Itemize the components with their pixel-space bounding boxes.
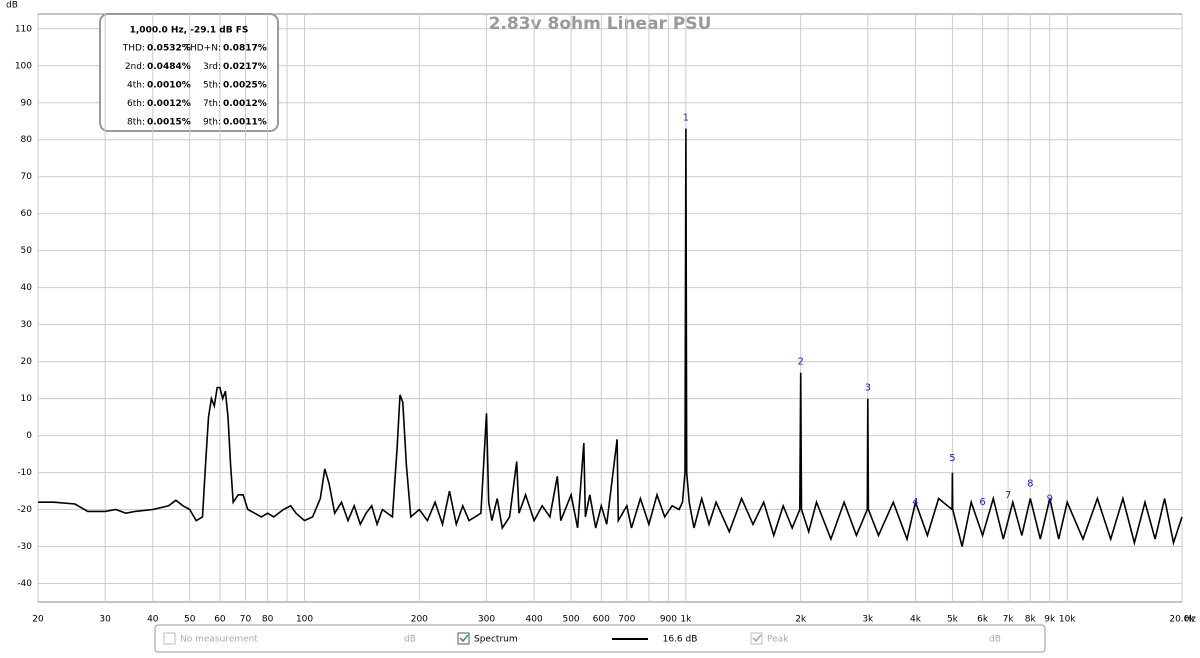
x-tick-label: 60 — [214, 615, 226, 625]
y-tick-label: 0 — [26, 431, 32, 441]
info-value: 0.0015% — [147, 118, 191, 128]
x-tick-label: 50 — [184, 615, 196, 625]
y-tick-label: 10 — [21, 394, 33, 404]
x-tick-label: 30 — [99, 615, 111, 625]
x-tick-label: 7k — [1003, 615, 1015, 625]
y-tick-label: 90 — [21, 98, 33, 108]
harmonic-marker: 9 — [1047, 493, 1053, 504]
y-axis-label: dB — [6, 1, 18, 11]
legend-label: Peak — [767, 635, 789, 645]
info-value: 0.0217% — [223, 62, 267, 72]
info-value: 0.0012% — [223, 99, 267, 109]
info-value: 0.0817% — [223, 44, 267, 54]
info-box — [99, 13, 279, 132]
x-tick-label: 5k — [947, 615, 959, 625]
info-value: 0.0532% — [147, 44, 191, 54]
x-tick-label: 300 — [478, 615, 495, 625]
y-tick-label: 100 — [15, 61, 32, 71]
harmonic-marker: 5 — [949, 453, 955, 464]
harmonic-marker: 3 — [865, 383, 871, 394]
x-tick-label: 200 — [411, 615, 428, 625]
x-tick-label: 100 — [296, 615, 313, 625]
x-tick-label: 20.0k — [1169, 615, 1195, 625]
y-tick-label: 110 — [15, 24, 32, 34]
info-label: THD: — [122, 44, 145, 54]
x-tick-label: 500 — [562, 615, 579, 625]
spectrum-line — [38, 128, 1183, 547]
x-tick-label: 9k — [1044, 615, 1056, 625]
checkmark — [752, 634, 762, 643]
info-header: 1,000.0 Hz, -29.1 dB FS — [130, 26, 249, 36]
y-tick-label: 50 — [21, 246, 33, 256]
info-value: 0.0484% — [147, 62, 191, 72]
checkmark — [459, 634, 469, 643]
y-tick-label: 40 — [21, 283, 33, 293]
info-label: 8th: — [127, 118, 145, 128]
legend-bar — [154, 624, 1046, 653]
chart-title: 2.83v 8ohm Linear PSU — [489, 14, 712, 34]
legend-value: dB — [404, 635, 416, 645]
legend-value: dB — [989, 635, 1001, 645]
checkbox[interactable] — [750, 632, 763, 645]
harmonic-marker: 1 — [683, 113, 689, 124]
legend-label: No measurement — [180, 635, 258, 645]
harmonic-marker: 6 — [979, 497, 985, 508]
info-label: 7th: — [203, 99, 221, 109]
y-tick-label: -40 — [17, 579, 32, 589]
x-tick-label: 1k — [680, 615, 692, 625]
y-tick-label: 60 — [21, 209, 33, 219]
y-tick-label: -20 — [17, 505, 32, 515]
x-tick-label: 2k — [795, 615, 807, 625]
info-label: THD+N: — [183, 44, 221, 54]
y-tick-label: 70 — [21, 172, 33, 182]
info-value: 0.0012% — [147, 99, 191, 109]
x-tick-label: 4k — [910, 615, 922, 625]
harmonic-marker: 4 — [912, 497, 918, 508]
info-label: 6th: — [127, 99, 145, 109]
info-value: 0.0025% — [223, 81, 267, 91]
harmonic-marker: 2 — [797, 357, 803, 368]
harmonic-marker: 8 — [1027, 479, 1033, 490]
info-label: 3rd: — [203, 62, 221, 72]
info-label: 9th: — [203, 118, 221, 128]
x-tick-label: 80 — [262, 615, 274, 625]
x-tick-label: 600 — [593, 615, 610, 625]
checkbox[interactable] — [457, 632, 470, 645]
x-tick-label: 40 — [147, 615, 159, 625]
y-tick-label: 80 — [21, 135, 33, 145]
x-tick-label: 3k — [862, 615, 874, 625]
legend-value: 16.6 dB — [663, 635, 698, 645]
info-label: 4th: — [127, 81, 145, 91]
x-tick-label: 20 — [32, 615, 44, 625]
x-tick-label: 70 — [240, 615, 252, 625]
checkbox[interactable] — [163, 632, 176, 645]
info-value: 0.0010% — [147, 81, 191, 91]
info-label: 5th: — [203, 81, 221, 91]
x-tick-label: 400 — [526, 615, 543, 625]
legend-label: Spectrum — [474, 635, 518, 645]
info-label: 2nd: — [125, 62, 145, 72]
x-tick-label: 8k — [1025, 615, 1037, 625]
x-tick-label: 900 — [660, 615, 677, 625]
x-tick-label: 10k — [1059, 615, 1076, 625]
x-tick-label: 700 — [618, 615, 635, 625]
x-axis-unit: Hz — [1185, 615, 1197, 625]
y-tick-label: -30 — [17, 542, 32, 552]
y-tick-label: 30 — [21, 320, 33, 330]
y-tick-label: -10 — [17, 468, 32, 478]
x-tick-label: 6k — [977, 615, 989, 625]
harmonic-marker: 7 — [1005, 490, 1011, 501]
y-tick-label: 20 — [21, 357, 33, 367]
info-value: 0.0011% — [223, 118, 267, 128]
